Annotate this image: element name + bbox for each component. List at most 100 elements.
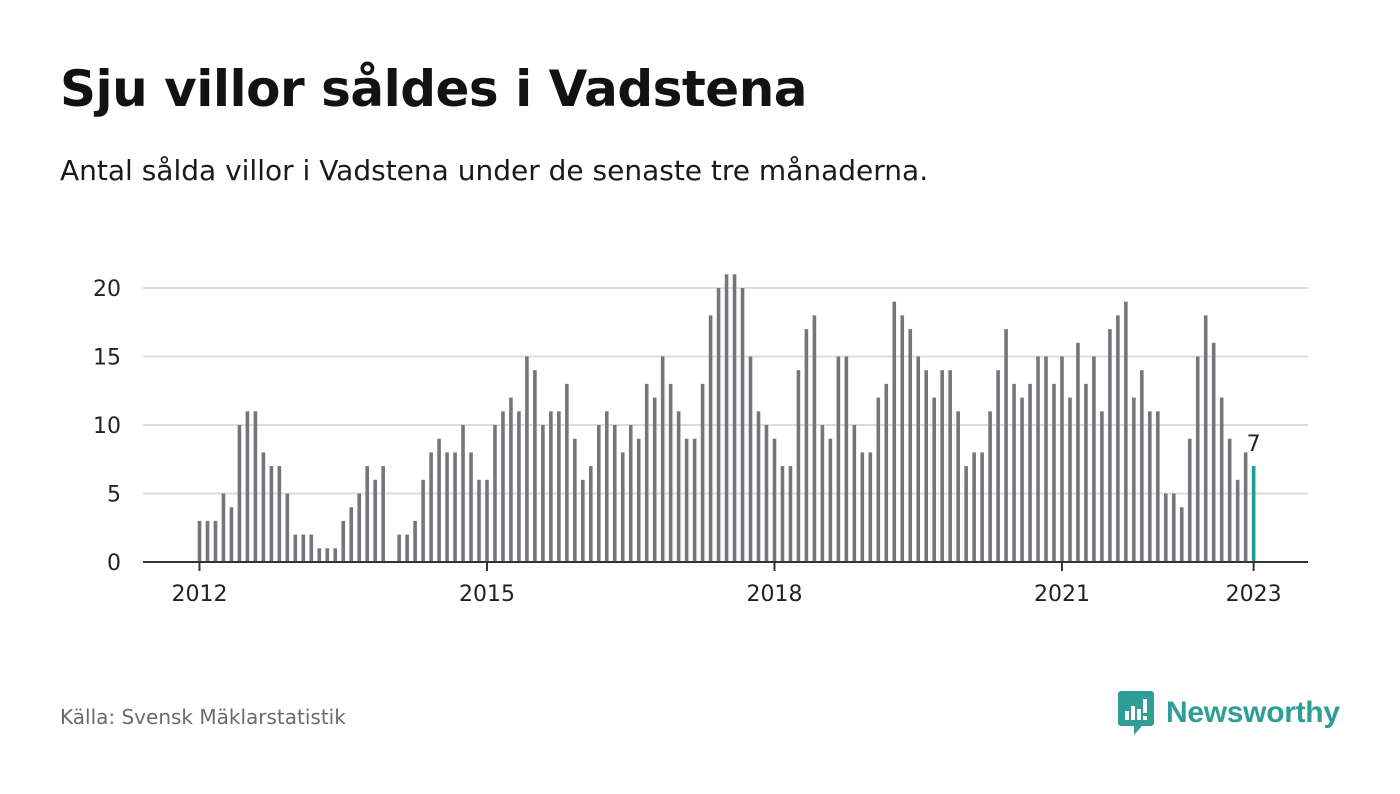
bar <box>596 425 601 562</box>
bar <box>549 411 553 562</box>
bar <box>844 356 849 562</box>
bar <box>788 466 793 562</box>
bar <box>1243 452 1248 562</box>
bar <box>700 383 705 562</box>
bar <box>1116 315 1120 562</box>
bar <box>413 520 417 562</box>
bar <box>612 425 617 562</box>
bar <box>1227 438 1232 562</box>
bar <box>964 466 968 562</box>
x-tick-label: 2015 <box>459 582 515 607</box>
bar <box>269 466 274 562</box>
bar <box>245 411 250 562</box>
bar <box>772 438 777 562</box>
bar <box>1036 356 1040 562</box>
bar <box>732 274 737 562</box>
bar <box>860 452 865 562</box>
bar <box>461 425 465 562</box>
highlight-value-label: 7 <box>1247 432 1261 457</box>
x-tick-label: 2021 <box>1034 582 1090 607</box>
bar <box>884 383 889 562</box>
bar <box>493 425 497 562</box>
bar <box>381 466 385 562</box>
bar <box>221 493 226 562</box>
bar <box>293 534 298 562</box>
bar <box>429 452 433 562</box>
bar <box>373 479 377 562</box>
bar <box>628 425 633 562</box>
bar <box>828 438 833 562</box>
bar <box>541 425 545 562</box>
bar <box>1052 383 1056 562</box>
bar <box>1076 342 1080 562</box>
brand-logo[interactable]: Newsworthy <box>1118 690 1340 736</box>
bar <box>1100 411 1104 562</box>
bar <box>485 479 489 562</box>
bar <box>1060 356 1064 562</box>
source-note: Källa: Svensk Mäklarstatistik <box>60 705 346 729</box>
bar <box>1132 397 1136 562</box>
bar <box>652 397 657 562</box>
bar <box>636 438 641 562</box>
bar <box>996 370 1000 562</box>
y-tick-label: 5 <box>107 483 121 508</box>
chart-subtitle: Antal sålda villor i Vadstena under de s… <box>60 154 929 187</box>
bar <box>205 520 210 562</box>
bar <box>1108 329 1112 562</box>
bar <box>804 329 809 562</box>
bar <box>1020 397 1024 562</box>
bar <box>1163 493 1168 562</box>
bar <box>325 548 330 562</box>
bar <box>1012 383 1016 562</box>
bar <box>1156 411 1160 562</box>
bar <box>892 301 897 562</box>
bar <box>1124 301 1128 562</box>
bar <box>836 356 841 562</box>
bar <box>1187 438 1192 562</box>
y-tick-label: 15 <box>93 346 121 371</box>
bar <box>972 452 976 562</box>
chart-title: Sju villor såldes i Vadstena <box>60 60 808 118</box>
y-tick-label: 0 <box>107 551 121 576</box>
bar <box>565 383 569 562</box>
bar <box>445 452 449 562</box>
bar <box>237 425 242 562</box>
bar <box>1044 356 1048 562</box>
bar <box>692 438 697 562</box>
bar <box>501 411 505 562</box>
highlight-bar <box>1251 466 1256 562</box>
bar <box>756 411 761 562</box>
bar <box>660 356 665 562</box>
bar <box>780 466 785 562</box>
bar <box>924 370 929 562</box>
bar <box>1004 329 1008 562</box>
bar <box>301 534 306 562</box>
bar <box>197 520 202 562</box>
brand-name: Newsworthy <box>1166 696 1340 729</box>
bar <box>261 452 266 562</box>
bar <box>604 411 609 562</box>
bar <box>644 383 649 562</box>
bar <box>229 507 234 562</box>
bar <box>940 370 944 562</box>
bar <box>852 425 857 562</box>
bar <box>1171 493 1176 562</box>
bar <box>333 548 338 562</box>
bar <box>1219 397 1224 562</box>
bar <box>724 274 729 562</box>
bar <box>676 411 681 562</box>
bar <box>1028 383 1032 562</box>
bar <box>309 534 314 562</box>
bar <box>908 329 913 562</box>
bar <box>1068 397 1072 562</box>
bar <box>1203 315 1208 562</box>
bar <box>812 315 817 562</box>
bar <box>277 466 282 562</box>
bar <box>437 438 441 562</box>
bar <box>980 452 984 562</box>
bar <box>357 493 362 562</box>
bar <box>1235 479 1240 562</box>
bar <box>876 397 881 562</box>
bar <box>349 507 354 562</box>
x-tick-label: 2012 <box>172 582 228 607</box>
